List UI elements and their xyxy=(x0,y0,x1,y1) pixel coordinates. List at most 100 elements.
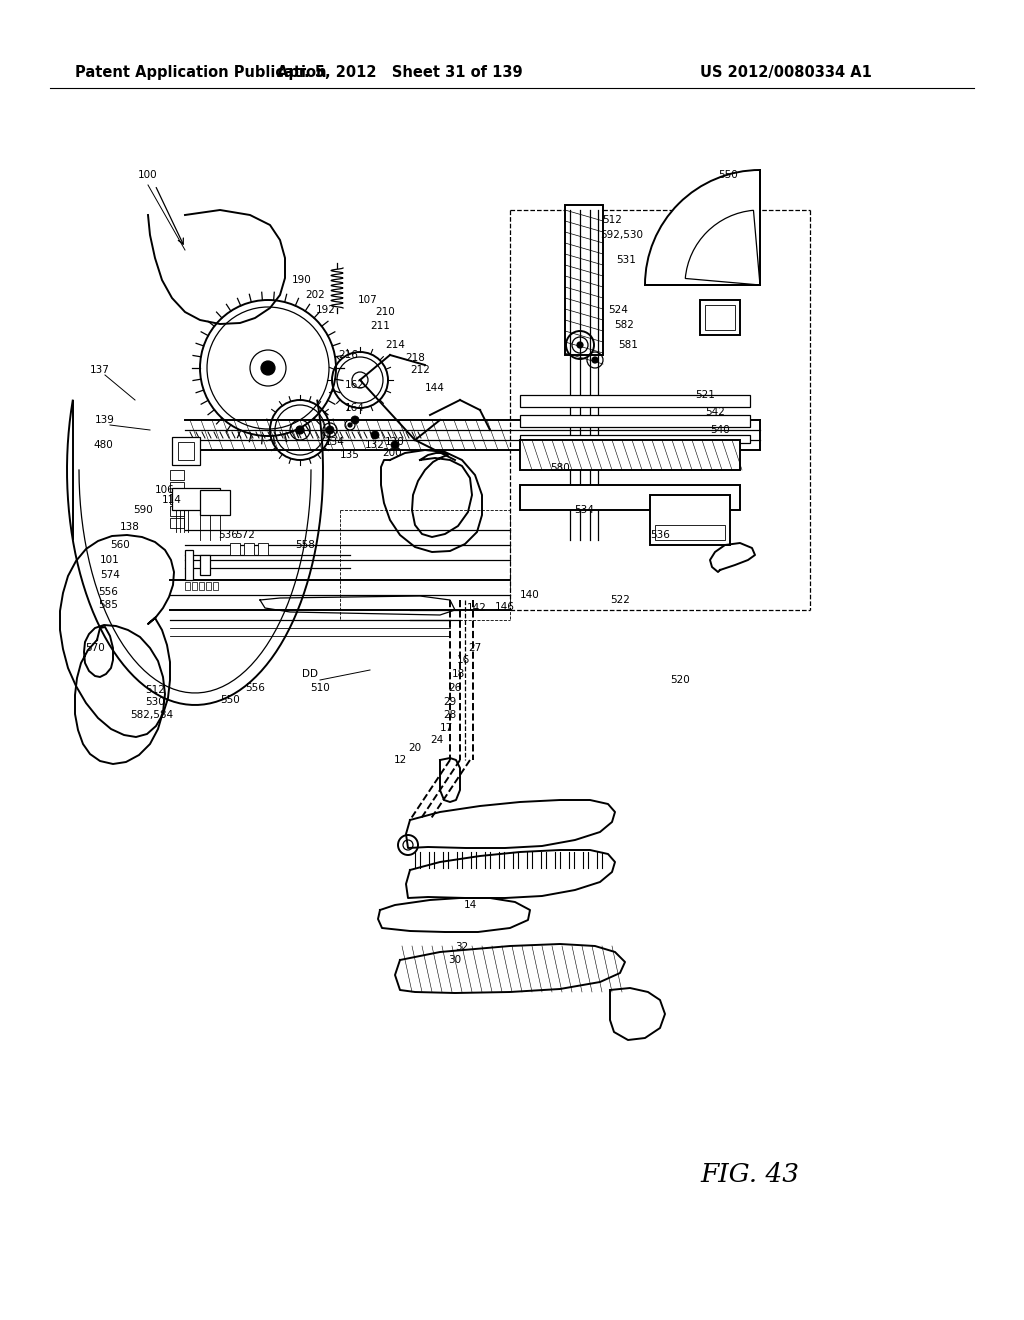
Text: 512: 512 xyxy=(145,685,165,696)
Text: 211: 211 xyxy=(370,321,390,331)
Text: 100: 100 xyxy=(138,170,158,180)
Text: 572: 572 xyxy=(236,531,255,540)
Text: Apr. 5, 2012   Sheet 31 of 139: Apr. 5, 2012 Sheet 31 of 139 xyxy=(278,65,523,79)
Circle shape xyxy=(592,356,598,363)
Text: 202: 202 xyxy=(305,290,325,300)
Bar xyxy=(200,490,230,515)
Bar xyxy=(565,205,603,355)
Bar xyxy=(650,495,730,545)
Polygon shape xyxy=(610,987,665,1040)
Text: 210: 210 xyxy=(375,308,395,317)
Bar xyxy=(170,517,184,528)
Text: 130: 130 xyxy=(385,437,404,447)
Text: 18: 18 xyxy=(452,669,465,678)
Text: 531: 531 xyxy=(616,255,636,265)
Text: FIG. 43: FIG. 43 xyxy=(700,1163,799,1188)
Bar xyxy=(172,437,200,465)
Text: 24: 24 xyxy=(430,735,443,744)
Text: 218: 218 xyxy=(406,352,425,363)
Text: 162: 162 xyxy=(345,380,365,389)
Text: 542: 542 xyxy=(706,407,725,417)
Text: Patent Application Publication: Patent Application Publication xyxy=(75,65,327,79)
Text: US 2012/0080334 A1: US 2012/0080334 A1 xyxy=(700,65,871,79)
Text: 216: 216 xyxy=(338,350,358,360)
Text: 558: 558 xyxy=(295,540,315,550)
Bar xyxy=(185,582,190,590)
Text: 101: 101 xyxy=(100,554,120,565)
Bar xyxy=(170,470,184,480)
Text: 200: 200 xyxy=(382,447,401,458)
Text: 30: 30 xyxy=(449,954,462,965)
Text: 16: 16 xyxy=(457,655,470,665)
Text: 550: 550 xyxy=(220,696,240,705)
Text: 550: 550 xyxy=(718,170,738,180)
Bar xyxy=(230,543,240,554)
Wedge shape xyxy=(645,170,760,285)
Text: 540: 540 xyxy=(710,425,730,436)
Text: 14: 14 xyxy=(464,900,476,909)
Text: 190: 190 xyxy=(292,275,312,285)
Text: 12: 12 xyxy=(393,755,407,766)
Text: 530: 530 xyxy=(145,697,165,708)
Circle shape xyxy=(391,441,399,449)
Text: 17: 17 xyxy=(439,723,453,733)
Text: 138: 138 xyxy=(120,521,140,532)
Bar xyxy=(193,582,197,590)
Text: 32: 32 xyxy=(456,942,469,952)
Text: 574: 574 xyxy=(100,570,120,579)
Text: 524: 524 xyxy=(608,305,628,315)
Text: 480: 480 xyxy=(93,440,113,450)
Bar xyxy=(520,395,750,407)
Text: 137: 137 xyxy=(90,366,110,375)
Text: DD: DD xyxy=(302,669,318,678)
Text: 27: 27 xyxy=(468,643,481,653)
Bar xyxy=(520,440,740,470)
Text: 520: 520 xyxy=(670,675,690,685)
Text: 522: 522 xyxy=(610,595,630,605)
Text: 20: 20 xyxy=(409,743,422,752)
Circle shape xyxy=(351,416,359,424)
Text: 144: 144 xyxy=(425,383,445,393)
Text: 580: 580 xyxy=(550,463,570,473)
Text: 214: 214 xyxy=(385,341,404,350)
Text: 142: 142 xyxy=(467,603,487,612)
Bar xyxy=(213,582,218,590)
Text: 114: 114 xyxy=(162,495,182,506)
Bar xyxy=(206,582,211,590)
Bar xyxy=(520,414,750,426)
Circle shape xyxy=(326,426,334,434)
Text: 570: 570 xyxy=(85,643,104,653)
Text: 590: 590 xyxy=(133,506,153,515)
Circle shape xyxy=(261,360,275,375)
Text: 581: 581 xyxy=(618,341,638,350)
Bar xyxy=(200,554,210,576)
Text: 106: 106 xyxy=(155,484,175,495)
Text: 534: 534 xyxy=(574,506,594,515)
Bar xyxy=(520,484,740,510)
Text: 536: 536 xyxy=(218,531,238,540)
Text: 29: 29 xyxy=(443,697,457,708)
Text: 521: 521 xyxy=(695,389,715,400)
Text: 28: 28 xyxy=(443,710,457,719)
Bar xyxy=(199,582,204,590)
Bar xyxy=(705,305,735,330)
Text: 556: 556 xyxy=(245,682,265,693)
Text: 560: 560 xyxy=(111,540,130,550)
Text: 556: 556 xyxy=(98,587,118,597)
Text: 107: 107 xyxy=(358,294,378,305)
Circle shape xyxy=(327,426,333,433)
Bar xyxy=(258,543,268,554)
Text: 26: 26 xyxy=(449,682,462,693)
Circle shape xyxy=(577,342,583,348)
Text: 146: 146 xyxy=(495,602,515,612)
Polygon shape xyxy=(260,597,455,615)
Polygon shape xyxy=(440,758,460,803)
Text: 139: 139 xyxy=(95,414,115,425)
Bar xyxy=(244,543,254,554)
Bar xyxy=(700,300,740,335)
Bar xyxy=(170,506,184,516)
Text: 582,584: 582,584 xyxy=(130,710,173,719)
Text: 536: 536 xyxy=(650,531,670,540)
Text: 510: 510 xyxy=(310,682,330,693)
Polygon shape xyxy=(710,543,755,572)
